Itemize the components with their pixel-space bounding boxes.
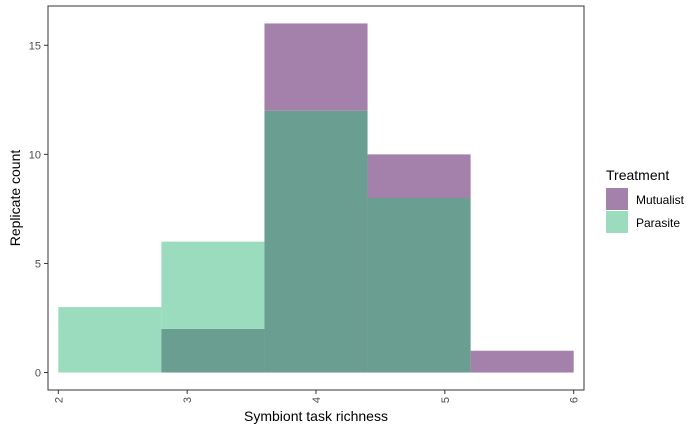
- y-tick-label: 5: [35, 258, 41, 270]
- bar-mutualist: [367, 154, 471, 198]
- legend: Treatment Mutualist Parasite: [606, 167, 685, 233]
- x-axis-title: Symbiont task richness: [244, 408, 388, 424]
- bar-overlap: [161, 328, 265, 373]
- x-tick-label: 6: [569, 397, 581, 403]
- x-tick-label: 3: [182, 397, 194, 403]
- ticks-layer: 0 5 10 15 2 3 4 5 6: [29, 40, 581, 403]
- bars-layer: [58, 23, 574, 373]
- legend-key-parasite: [606, 211, 628, 233]
- y-tick-label: 15: [29, 40, 41, 52]
- bar-parasite: [161, 241, 265, 329]
- bar-mutualist: [264, 23, 368, 111]
- bar-overlap: [367, 198, 471, 373]
- bar-parasite: [58, 307, 162, 373]
- y-axis-title: Replicate count: [7, 150, 23, 247]
- bar-mutualist: [470, 350, 574, 373]
- legend-key-mutualist: [606, 188, 628, 210]
- y-tick-label: 10: [29, 149, 41, 161]
- x-tick-label: 4: [311, 397, 323, 403]
- x-tick-label: 2: [53, 397, 65, 403]
- x-tick-label: 5: [440, 397, 452, 403]
- y-tick-label: 0: [35, 368, 41, 380]
- legend-title: Treatment: [606, 167, 669, 183]
- bar-overlap: [264, 110, 368, 373]
- legend-label-parasite: Parasite: [636, 216, 680, 230]
- legend-label-mutualist: Mutualist: [636, 193, 685, 207]
